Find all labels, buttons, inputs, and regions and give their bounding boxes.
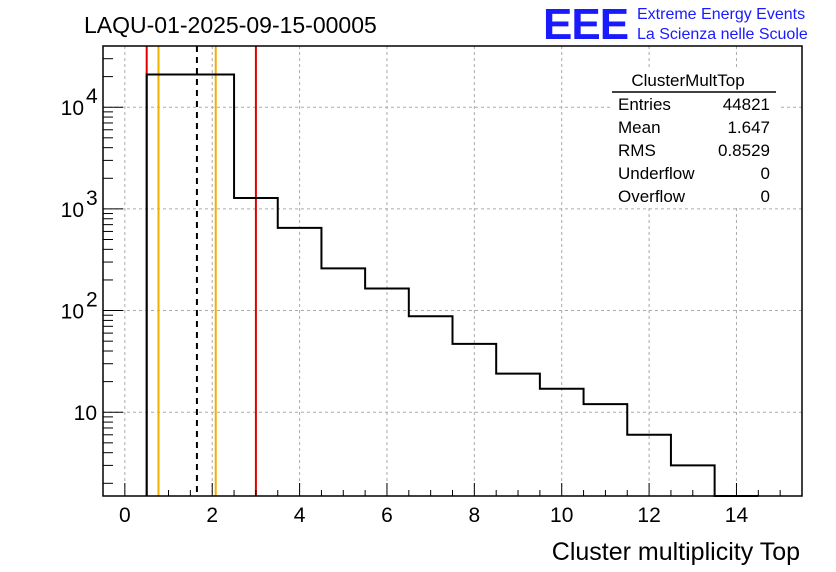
y-tick-exponent: 3 [86,187,98,210]
stats-label: Underflow [618,164,695,183]
eee-logo: EEE Extreme Energy Events La Scienza nel… [543,0,808,49]
x-tick-label: 10 [550,504,573,527]
x-axis: 0 2 4 6 8 10 12 14 [102,483,803,527]
x-tick-label: 0 [119,504,131,527]
x-tick-label: 4 [294,504,306,527]
stats-value: 44821 [723,95,770,114]
brand-line-1: Extreme Energy Events [637,6,805,23]
y-tick-exponent: 4 [86,85,98,108]
brand-line-2: La Scienza nelle Scuole [637,26,808,43]
x-tick-label: 6 [381,504,393,527]
stats-label: RMS [618,141,656,160]
stats-label: Mean [618,118,661,137]
stats-value: 0.8529 [718,141,770,160]
stats-value: 0 [761,187,770,206]
y-tick-label: 10 [61,199,84,222]
reference-lines [145,46,257,496]
stats-title: ClusterMultTop [631,71,744,90]
x-tick-label: 8 [469,504,481,527]
eee-logo-text: EEE [543,0,628,49]
x-axis-label: Cluster multiplicity Top [552,538,800,566]
y-tick-label: 10 [61,301,84,324]
histogram-outline [145,73,759,497]
stats-value: 1.647 [727,118,770,137]
x-tick-label: 14 [725,504,749,527]
grid-lines [103,46,802,496]
y-tick-exponent: 2 [86,289,98,312]
y-tick-label: 10 [74,402,97,425]
stats-label: Overflow [618,187,686,206]
x-tick-label: 12 [637,504,660,527]
stats-box: ClusterMultTop Entries 44821 Mean 1.647 RMS 0… [610,68,778,208]
stats-label: Entries [618,95,671,114]
chart-title: LAQU-01-2025-09-15-00005 [84,12,377,38]
y-tick-label: 10 [61,97,84,120]
stats-value: 0 [761,164,770,183]
x-tick-label: 2 [206,504,218,527]
